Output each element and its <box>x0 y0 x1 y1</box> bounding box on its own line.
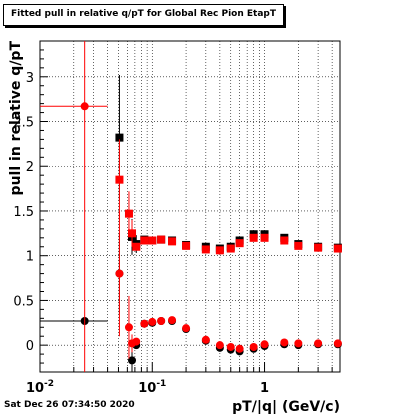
chart-title-box: Fitted pull in relative q/pT for Global … <box>3 4 284 26</box>
data-point-circle <box>132 337 141 346</box>
data-point-square <box>115 133 124 142</box>
series-0 <box>115 74 342 255</box>
data-point-square <box>333 244 342 253</box>
data-point-square <box>260 233 269 242</box>
y-tick-label: 3 <box>26 71 34 86</box>
y-tick-label: 2.5 <box>13 116 34 131</box>
data-point-circle <box>182 324 191 333</box>
data-point-circle <box>140 319 149 328</box>
data-point-circle <box>235 344 244 353</box>
data-point-square <box>128 229 137 238</box>
y-tick-label: 0.5 <box>13 294 34 309</box>
timestamp: Sat Dec 26 07:34:50 2020 <box>4 400 135 410</box>
x-tick-label: 10-2 <box>26 379 54 396</box>
data-point-circle <box>249 342 258 351</box>
data-point-square <box>140 236 149 245</box>
series-2 <box>115 139 342 255</box>
x-tick-label: 10-1 <box>138 379 166 396</box>
y-tick-label: 1.5 <box>13 205 34 220</box>
data-point-square <box>280 236 289 245</box>
data-point-circle <box>215 341 224 350</box>
data-point-square <box>294 241 303 250</box>
data-point-square <box>215 246 224 255</box>
data-point-square <box>168 237 177 246</box>
data-point-square <box>226 244 235 253</box>
chart-title: Fitted pull in relative q/pT for Global … <box>10 9 276 19</box>
data-point-circle <box>80 102 89 111</box>
data-point-square <box>148 236 157 245</box>
data-point-circle <box>294 339 303 348</box>
y-tick-label: 0 <box>26 339 34 354</box>
plot-frame <box>39 40 341 373</box>
data-point-square <box>115 175 124 184</box>
x-tick-label: 1 <box>260 381 269 396</box>
data-point-circle <box>280 338 289 347</box>
series-1 <box>40 233 342 372</box>
x-axis-ticks <box>39 362 333 372</box>
series-3 <box>40 41 342 372</box>
grid-lines <box>40 41 340 372</box>
data-point-circle <box>115 269 124 278</box>
y-tick-label: 1 <box>26 250 34 265</box>
data-point-square <box>124 209 133 218</box>
data-point-circle <box>168 316 177 325</box>
data-point-circle <box>314 339 323 348</box>
data-point-square <box>201 245 210 254</box>
data-point-circle <box>157 317 166 326</box>
data-point-square <box>235 239 244 248</box>
data-point-circle <box>260 340 269 349</box>
data-point-circle <box>226 342 235 351</box>
y-axis-ticks <box>40 49 48 373</box>
data-point-square <box>157 235 166 244</box>
data-point-square <box>132 242 141 251</box>
data-point-circle <box>201 335 210 344</box>
x-axis-label: pT/|q| (GeV/c) <box>232 399 340 414</box>
data-point-circle <box>333 339 342 348</box>
data-point-square <box>249 233 258 242</box>
y-axis-label: pull in relative q/pT <box>8 41 24 196</box>
data-point-circle <box>124 323 133 332</box>
data-point-circle <box>148 317 157 326</box>
y-tick-label: 2 <box>26 160 34 175</box>
data-point-square <box>182 241 191 250</box>
data-point-circle <box>128 356 137 365</box>
data-point-square <box>314 243 323 252</box>
